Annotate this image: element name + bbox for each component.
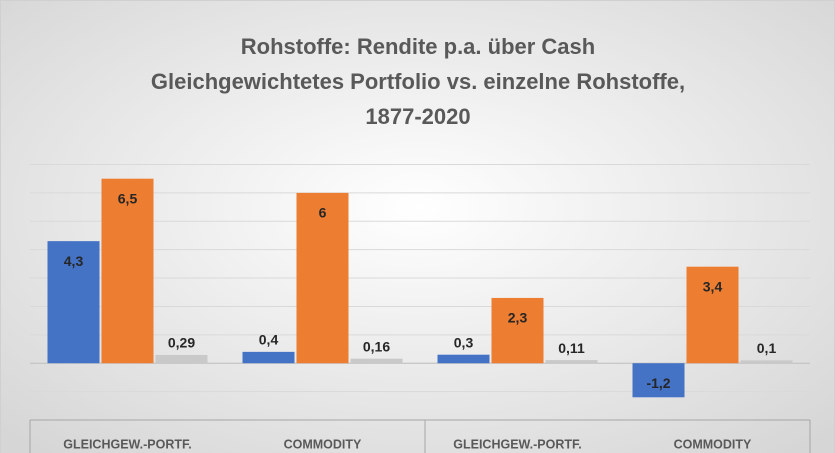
bar bbox=[740, 360, 793, 364]
bar bbox=[242, 351, 295, 364]
chart-title: Gleichgewichtetes Portfolio vs. einzelne… bbox=[151, 69, 685, 94]
data-label: 6,5 bbox=[118, 190, 138, 206]
data-label: 0,29 bbox=[168, 335, 195, 351]
chart-title: 1877-2020 bbox=[365, 104, 470, 129]
data-label: 3,4 bbox=[703, 278, 723, 294]
bar bbox=[545, 360, 598, 364]
data-label: 4,3 bbox=[64, 253, 84, 269]
x-tick-label: GLEICHGEW.-PORTF. bbox=[453, 437, 581, 451]
bar bbox=[491, 297, 544, 364]
data-label: 0,16 bbox=[363, 338, 390, 354]
bar bbox=[155, 354, 208, 364]
data-label: 0,4 bbox=[259, 332, 279, 348]
chart-title: Rohstoffe: Rendite p.a. über Cash bbox=[241, 34, 595, 59]
bar bbox=[296, 192, 349, 364]
data-label: 0,1 bbox=[757, 340, 777, 356]
bar bbox=[686, 266, 739, 364]
bar bbox=[632, 363, 685, 398]
x-tick-label: GLEICHGEW.-PORTF. bbox=[63, 437, 191, 451]
data-label: 6 bbox=[319, 205, 327, 221]
data-label: 0,11 bbox=[558, 340, 585, 356]
bar bbox=[101, 178, 154, 364]
bar bbox=[47, 241, 100, 364]
x-tick-label: COMMODITY bbox=[674, 437, 752, 451]
data-label: -1,2 bbox=[646, 375, 670, 391]
bar bbox=[350, 358, 403, 364]
x-tick-label: COMMODITY bbox=[284, 437, 362, 451]
data-label: 2,3 bbox=[508, 310, 528, 326]
data-label: 0,3 bbox=[454, 334, 474, 350]
plot-area: 4,3 6,5 0,29 0,4 6 0,16 0,3 2,3 0,11 -1,2 3,4 0,1 bbox=[30, 164, 810, 421]
bar bbox=[437, 354, 490, 364]
